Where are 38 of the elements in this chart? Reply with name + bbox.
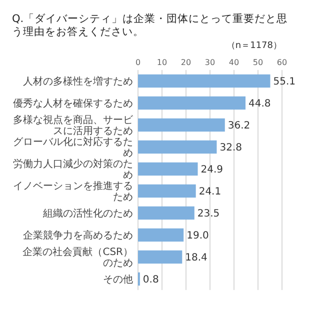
data-label: 0.8: [142, 274, 159, 286]
bar: [138, 74, 270, 88]
y-tick-label: 企業競争力を高めるため: [23, 230, 133, 242]
data-label: 44.8: [248, 98, 271, 110]
x-tick-label: 60: [276, 58, 288, 67]
x-tick-label: 0: [135, 58, 141, 67]
x-tick-label: 30: [204, 58, 216, 67]
data-label: 32.8: [220, 142, 242, 154]
y-tick-label: 組織の活性化のため: [42, 208, 133, 220]
y-tick-label: 優秀な人材を確保するため: [13, 98, 133, 110]
y-tick-label: 企業の社会貢献（CSR）のため: [22, 246, 133, 269]
data-label: 18.4: [185, 252, 208, 264]
bar: [138, 162, 198, 176]
bar: [138, 118, 225, 132]
chart-title: Q.「ダイバーシティ」は企業・団体にとって重要だと思う理由をお答えください。: [12, 12, 288, 38]
x-tick-label: 50: [252, 58, 264, 67]
data-label: 19.0: [186, 230, 209, 242]
data-label: 36.2: [228, 120, 250, 132]
y-tick-label: 人材の多様性を増すため: [23, 76, 133, 88]
chart-subtitle: （n＝1178）: [226, 41, 282, 51]
data-label: 24.9: [200, 164, 224, 176]
y-tick-label: 多様な視点を商品、サービスに活用するため: [13, 114, 134, 137]
x-tick-label: 20: [180, 58, 192, 67]
y-tick-label: 労働力人口減少の対策のため: [13, 158, 133, 181]
x-tick-label: 10: [156, 58, 168, 67]
bar: [138, 140, 217, 154]
data-label: 55.1: [273, 76, 296, 88]
data-label: 23.5: [197, 208, 220, 220]
bar: [138, 96, 246, 110]
bar: [138, 184, 196, 198]
bar: [138, 206, 194, 220]
data-label: 24.1: [198, 186, 222, 198]
y-tick-label: イノベーションを推進するため: [13, 180, 133, 203]
y-tick-label: グローバル化に対応するため: [13, 136, 133, 159]
y-tick-label: その他: [103, 274, 133, 286]
bar: [138, 228, 184, 242]
bar: [138, 250, 182, 264]
x-tick-label: 40: [228, 58, 240, 67]
